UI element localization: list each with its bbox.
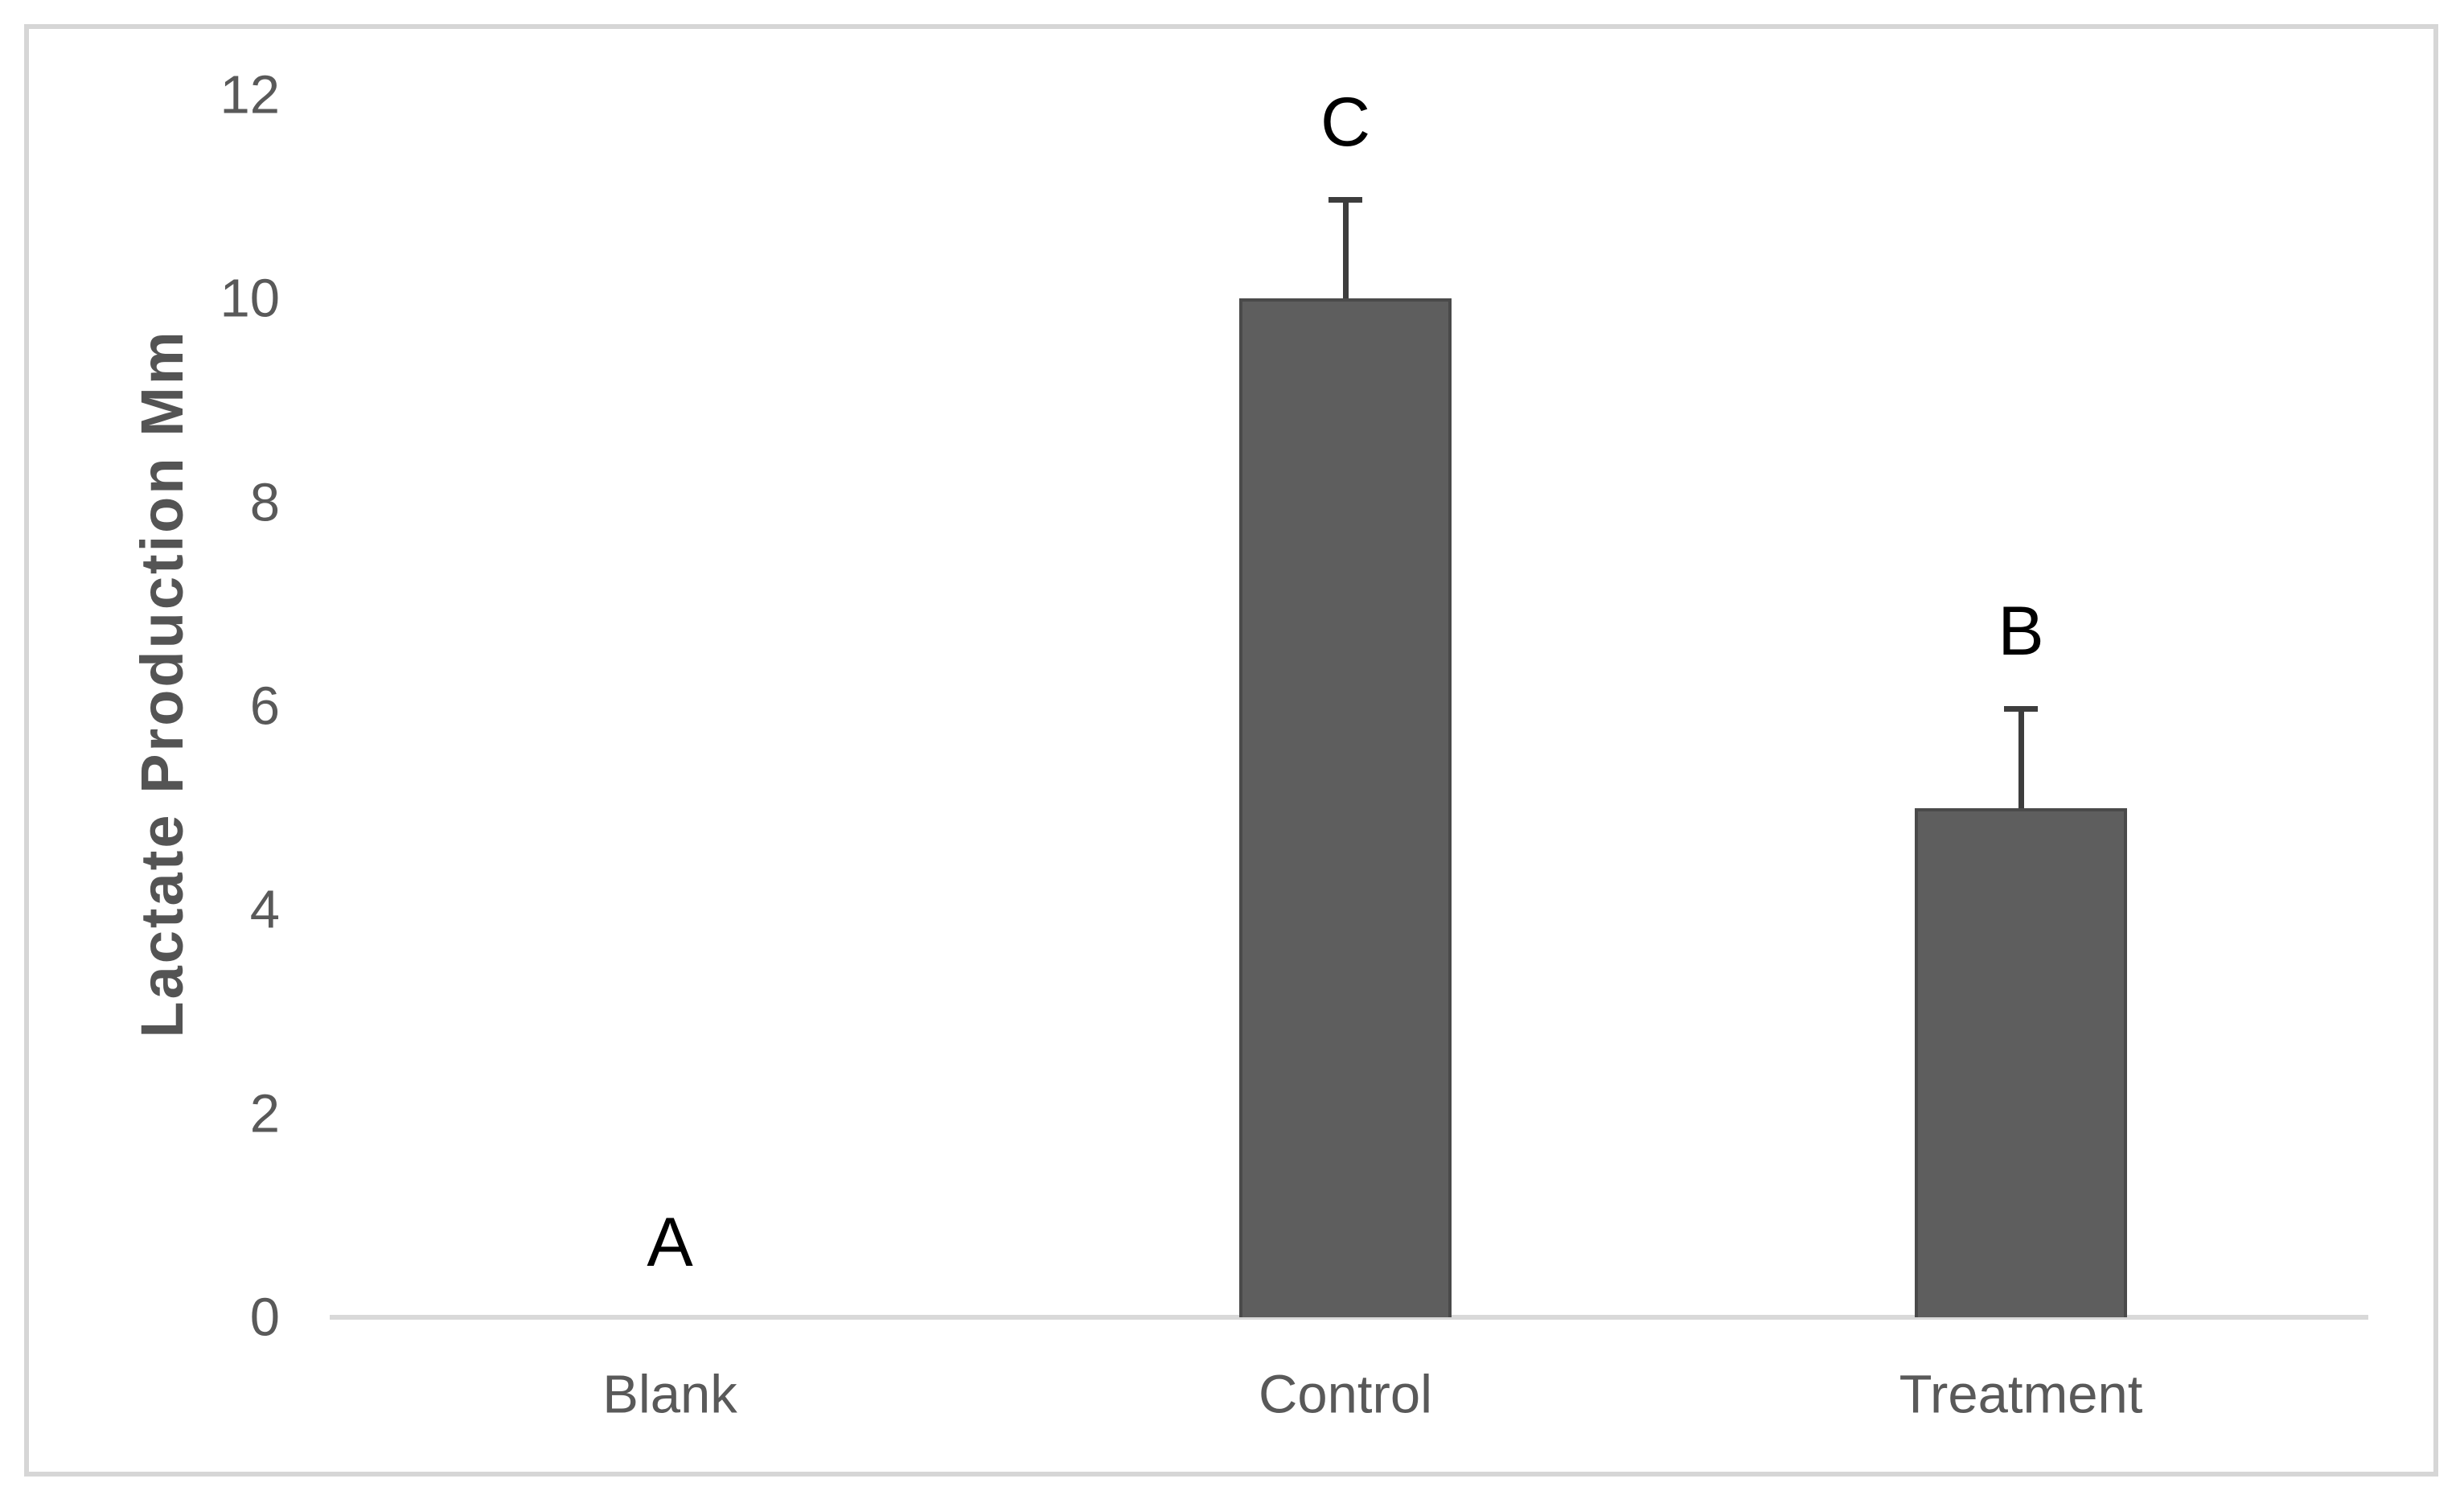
x-category-label-blank: Blank (602, 1364, 737, 1425)
error-bar-whisker-control (1342, 196, 1349, 299)
y-tick-label-6: 6 (249, 676, 280, 737)
bar-control (1239, 298, 1452, 1317)
y-tick-label-4: 4 (249, 879, 280, 940)
x-category-label-treatment: Treatment (1899, 1364, 2143, 1425)
y-tick-label-12: 12 (220, 64, 280, 125)
significance-letter-treatment: B (1998, 593, 2044, 670)
significance-letter-control: C (1320, 83, 1371, 161)
x-axis-line (330, 1315, 2368, 1320)
significance-letter-blank: A (647, 1204, 693, 1281)
error-bar-cap-treatment (2004, 706, 2038, 712)
bar-treatment (1915, 807, 2127, 1317)
error-bar-whisker-treatment (2018, 706, 2024, 808)
y-tick-label-8: 8 (249, 472, 280, 533)
y-tick-label-2: 2 (249, 1083, 280, 1144)
y-tick-label-0: 0 (249, 1287, 280, 1348)
error-bar-cap-control (1329, 196, 1362, 203)
y-axis-title: Lactate Production Mm (129, 329, 195, 1038)
y-tick-label-10: 10 (220, 268, 280, 329)
x-category-label-control: Control (1259, 1364, 1432, 1425)
